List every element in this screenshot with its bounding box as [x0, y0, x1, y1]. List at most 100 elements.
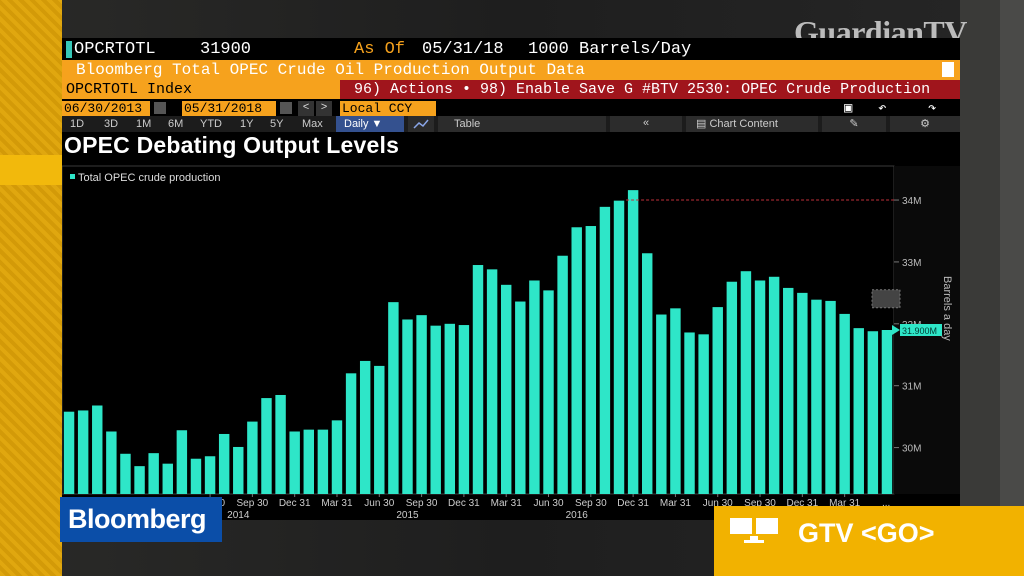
y-axis-title: Barrels a day	[941, 276, 953, 341]
bar[interactable]	[797, 292, 808, 494]
bar[interactable]	[881, 330, 893, 494]
bar[interactable]	[162, 463, 173, 494]
bar[interactable]	[726, 281, 738, 494]
bar[interactable]	[303, 429, 314, 494]
timeframe-1d[interactable]: 1D	[70, 118, 85, 130]
right-grey-edge	[1000, 0, 1024, 576]
calendar-icon[interactable]	[280, 102, 292, 114]
bar[interactable]	[571, 227, 582, 494]
bar[interactable]	[247, 421, 258, 494]
bar[interactable]	[656, 314, 667, 494]
bar[interactable]	[472, 265, 484, 494]
bar[interactable]	[388, 302, 399, 494]
currency-select[interactable]: Local CCY	[340, 101, 436, 116]
y-tick-label: 30M	[902, 444, 921, 455]
bar[interactable]	[670, 308, 681, 494]
bar[interactable]	[120, 453, 131, 494]
timeframe-3d[interactable]: 3D	[104, 118, 119, 130]
ticker-symbol[interactable]: OPCRTOTL	[74, 40, 156, 59]
redo-icon[interactable]: ↷	[928, 101, 937, 117]
bar[interactable]	[77, 410, 89, 494]
x-tick-label: Mar 31	[829, 498, 861, 509]
bar[interactable]	[783, 287, 794, 494]
bar[interactable]	[754, 280, 766, 494]
timeframe-1y[interactable]: 1Y	[240, 118, 254, 130]
bar[interactable]	[374, 365, 385, 494]
bar[interactable]	[458, 325, 470, 494]
start-date-input[interactable]: 06/30/2013	[62, 101, 150, 116]
bar[interactable]	[176, 430, 188, 494]
bar[interactable]	[261, 398, 272, 494]
x-year-label: 2015	[396, 510, 419, 520]
bar[interactable]	[599, 206, 611, 494]
chart-content-button[interactable]: ▤ Chart Content	[686, 116, 818, 132]
settings-gear-icon[interactable]: ⚙	[890, 116, 960, 132]
bar[interactable]	[63, 411, 75, 494]
frequency-select[interactable]: Daily ▼	[336, 116, 404, 132]
bar[interactable]	[359, 360, 371, 494]
bar[interactable]	[529, 280, 540, 494]
prev-arrow-icon[interactable]: <	[298, 101, 314, 116]
y-tick-label: 33M	[902, 258, 921, 269]
bar[interactable]	[740, 271, 752, 494]
bar[interactable]	[500, 284, 512, 494]
bar[interactable]	[190, 458, 202, 494]
timeframe-1m[interactable]: 1M	[136, 118, 152, 130]
bar[interactable]	[204, 456, 216, 494]
calendar-icon[interactable]	[154, 102, 166, 114]
bar[interactable]	[642, 253, 653, 494]
chart-type-icon[interactable]	[408, 116, 434, 132]
bar[interactable]	[317, 429, 329, 494]
bar[interactable]	[839, 313, 850, 494]
bar[interactable]	[486, 269, 498, 494]
bar[interactable]	[430, 325, 441, 494]
edit-icon[interactable]: ✎	[822, 116, 886, 132]
bar[interactable]	[134, 466, 145, 494]
next-arrow-icon[interactable]: >	[316, 101, 332, 116]
bar[interactable]	[233, 446, 244, 494]
bar[interactable]	[543, 290, 554, 494]
last-value-arrow	[892, 325, 900, 335]
screen-icon[interactable]: ▣	[844, 101, 853, 117]
index-field[interactable]: OPCRTOTL Index	[62, 80, 340, 99]
bar[interactable]	[585, 226, 597, 494]
as-of-label: As Of	[354, 40, 406, 59]
bar[interactable]	[613, 200, 625, 494]
table-tab[interactable]: Table	[438, 116, 606, 132]
bar[interactable]	[289, 431, 300, 494]
rewind-icon[interactable]: «	[610, 116, 682, 132]
bar[interactable]	[515, 301, 526, 494]
bar[interactable]	[853, 328, 864, 494]
bar[interactable]	[825, 300, 836, 494]
end-date-input[interactable]: 05/31/2018	[182, 101, 276, 116]
bar[interactable]	[331, 420, 343, 494]
bar[interactable]	[275, 394, 286, 494]
bar[interactable]	[416, 315, 427, 494]
bar[interactable]	[811, 299, 822, 494]
timeframe-5y[interactable]: 5Y	[270, 118, 284, 130]
timeframe-ytd[interactable]: YTD	[200, 118, 222, 130]
actions-menu[interactable]: 96) Actions • 98) Enable Save G #BTV 253…	[340, 80, 960, 99]
bar[interactable]	[148, 453, 159, 494]
bar[interactable]	[712, 307, 723, 494]
bar[interactable]	[557, 255, 568, 494]
bar[interactable]	[106, 431, 117, 494]
bar[interactable]	[218, 433, 230, 494]
line-chart-icon	[413, 119, 429, 129]
gtv-banner[interactable]: GTV <GO>	[714, 506, 1024, 576]
timeframe-6m[interactable]: 6M	[168, 118, 184, 130]
bar[interactable]	[345, 373, 357, 494]
bar[interactable]	[867, 331, 879, 494]
bar[interactable]	[402, 319, 413, 494]
bar[interactable]	[92, 405, 103, 494]
last-value-badge	[900, 324, 942, 336]
timeframe-max[interactable]: Max	[302, 118, 323, 130]
x-tick-label: Sep 30	[406, 498, 438, 509]
document-icon[interactable]	[942, 62, 954, 77]
bar[interactable]	[684, 332, 695, 494]
bar[interactable]	[768, 276, 780, 494]
undo-icon[interactable]: ↶	[878, 101, 887, 117]
bar[interactable]	[444, 323, 456, 494]
bar[interactable]	[698, 334, 709, 494]
bar[interactable]	[627, 190, 639, 494]
